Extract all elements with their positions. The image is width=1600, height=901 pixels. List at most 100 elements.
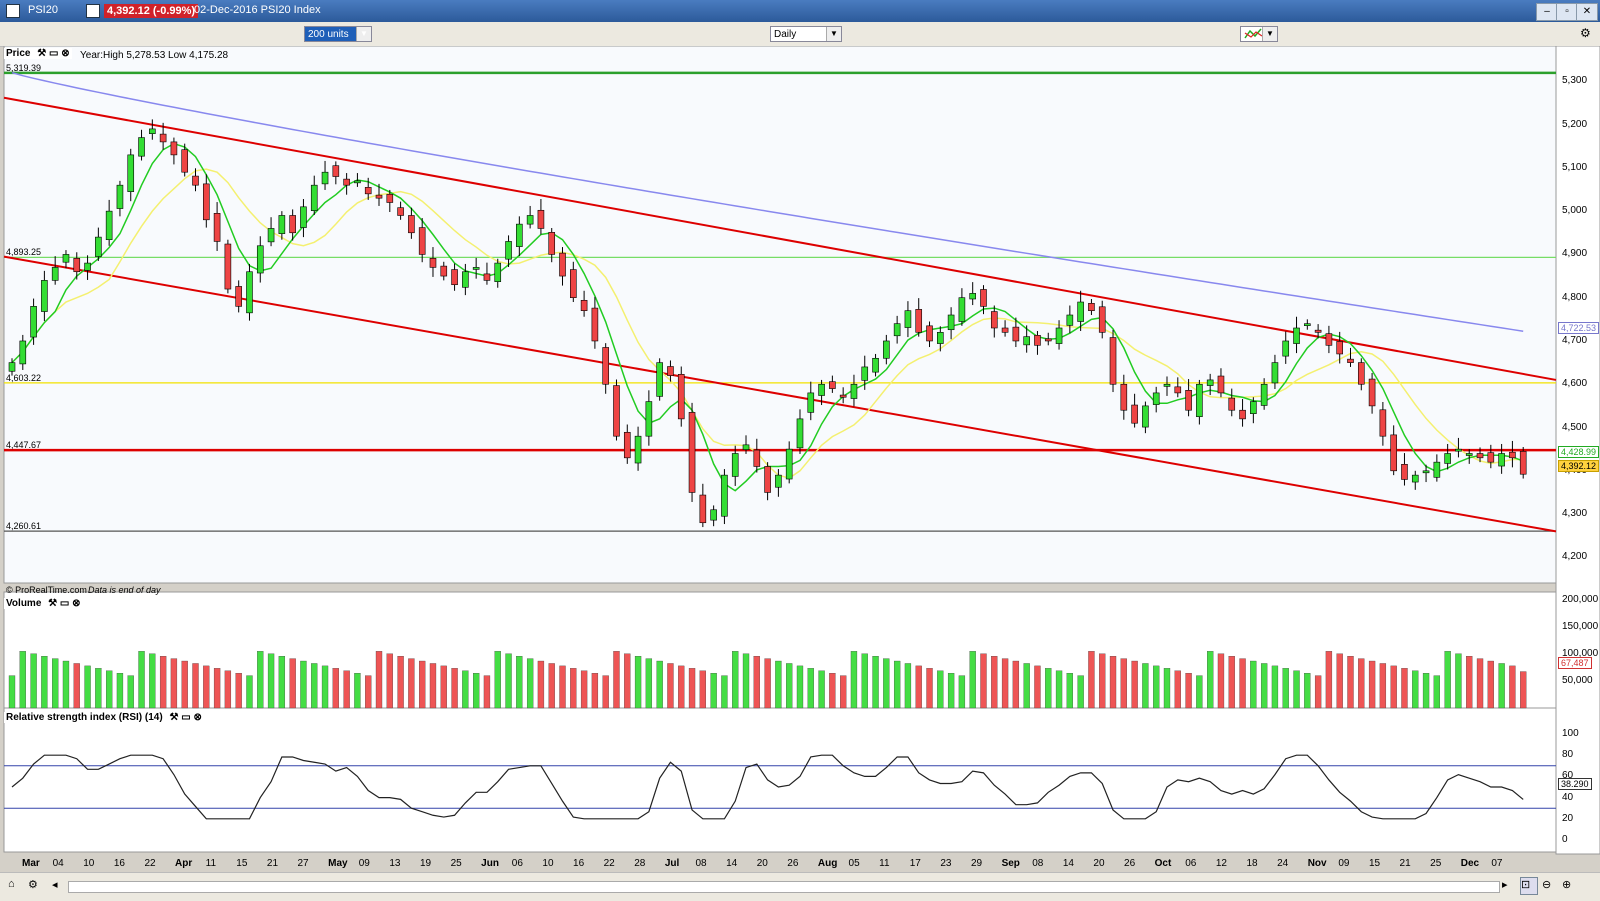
volume-bar — [602, 675, 609, 709]
volume-bar — [1088, 651, 1095, 709]
window-icon[interactable]: ▭ — [59, 598, 70, 609]
candle-body — [764, 466, 771, 493]
volume-bar — [947, 673, 955, 709]
wrench-icon[interactable]: ⚒ — [169, 712, 179, 723]
volume-bar — [915, 665, 922, 709]
chevron-down-icon: ▼ — [826, 27, 841, 41]
wrench-icon[interactable]: ⚒ — [48, 598, 58, 609]
candle-body — [1465, 453, 1473, 456]
volume-bar — [1433, 675, 1441, 709]
volume-bar — [764, 658, 771, 709]
close-icon[interactable]: ⊗ — [72, 598, 81, 609]
trend-line — [3, 255, 1557, 533]
copyright-note: © ProRealTime.com — [6, 585, 87, 595]
candle-body — [41, 280, 48, 312]
volume-bar — [1271, 665, 1279, 709]
candle-body — [537, 209, 545, 229]
candle-body — [267, 228, 275, 243]
x-tick-label: 15 — [236, 858, 248, 869]
y-tick-label: 20 — [1562, 812, 1574, 824]
candle-body — [494, 262, 502, 282]
x-tick-label: 11 — [879, 858, 890, 869]
x-tick-label: 17 — [909, 858, 921, 869]
volume-bar — [796, 665, 804, 709]
volume-bar — [980, 653, 987, 709]
volume-bar — [73, 663, 80, 709]
volume-bar — [397, 656, 404, 709]
candle-body — [105, 210, 113, 241]
candle-body — [1131, 404, 1138, 424]
candle-body — [516, 223, 523, 247]
candle-body — [656, 362, 663, 397]
scroll-left-icon[interactable]: ◂ — [52, 879, 58, 891]
zoom-out-icon[interactable]: ⊖ — [1542, 879, 1552, 891]
close-icon[interactable]: ⊗ — [61, 48, 70, 59]
candle-body — [235, 286, 242, 307]
volume-bar — [343, 670, 350, 709]
volume-bar — [170, 658, 178, 709]
candle-body — [246, 271, 253, 314]
candle-body — [1120, 383, 1128, 411]
candle-body — [1098, 306, 1106, 333]
wrench-icon[interactable]: ⚒ — [37, 48, 47, 59]
volume-bar — [127, 675, 134, 709]
chart-style-button[interactable]: ▼ — [1240, 26, 1278, 42]
zoom-area-icon[interactable]: ⊡ — [1520, 877, 1538, 895]
x-tick-label: 08 — [695, 858, 707, 869]
close-button[interactable]: ✕ — [1576, 3, 1598, 21]
candle-body — [1455, 448, 1462, 452]
x-tick-label: 20 — [1093, 858, 1105, 869]
candle-body — [559, 252, 566, 277]
x-tick-label: Jun — [481, 858, 499, 869]
volume-bar — [937, 670, 944, 709]
candle-body — [73, 258, 81, 273]
panel-options-icon[interactable]: ⚙ — [1580, 26, 1591, 40]
candle-body — [418, 227, 426, 255]
volume-bar — [365, 675, 372, 709]
candle-body — [8, 362, 16, 372]
volume-bar — [1163, 668, 1171, 709]
period-select[interactable]: Daily ▼ — [770, 26, 842, 42]
candle-body — [634, 435, 642, 464]
horizontal-scrollbar[interactable] — [68, 881, 1500, 893]
window-icon[interactable]: ▭ — [181, 712, 191, 723]
chart-toolbar: 200 units ▼ Daily ▼ ▼ ⚙ — [0, 22, 1600, 47]
y-tick-label: 4,700 — [1562, 334, 1588, 346]
y-tick-label: 4,800 — [1562, 291, 1588, 303]
scroll-right-icon[interactable]: ▸ — [1502, 879, 1508, 891]
candle-body — [1260, 383, 1268, 406]
minimize-button[interactable]: – — [1536, 3, 1558, 21]
maximize-button[interactable]: ▫ — [1556, 3, 1578, 21]
candle-body — [915, 309, 923, 333]
candle-body — [1174, 386, 1182, 394]
settings-icon[interactable]: ⚙ — [28, 879, 38, 891]
window-icon[interactable]: ▭ — [49, 48, 59, 59]
chart-canvas[interactable] — [0, 46, 1600, 900]
y-tick-label: 5,300 — [1562, 75, 1588, 87]
units-select[interactable]: 200 units ▼ — [304, 26, 372, 42]
volume-bar — [84, 665, 91, 709]
units-select-value: 200 units — [308, 29, 349, 40]
chart-area[interactable]: Price ⚒ ▭ ⊗ Year:High 5,278.53 Low 4,175… — [0, 46, 1600, 900]
x-tick-label: 16 — [113, 858, 125, 869]
volume-bar — [278, 656, 286, 709]
home-icon[interactable]: ⌂ — [8, 878, 15, 890]
volume-bar — [872, 656, 879, 709]
volume-bar — [257, 651, 264, 709]
close-icon[interactable]: ⊗ — [193, 712, 202, 723]
volume-bar — [537, 660, 545, 709]
candle-body — [149, 128, 156, 134]
info-icon[interactable] — [86, 4, 100, 18]
x-tick-label: 13 — [389, 858, 401, 869]
zoom-in-icon[interactable]: ⊕ — [1562, 879, 1572, 891]
volume-bar — [656, 660, 663, 709]
candle-body — [958, 297, 966, 322]
volume-bar — [1498, 663, 1505, 709]
volume-bar — [580, 670, 588, 709]
candle-body — [1044, 338, 1052, 342]
candle-body — [375, 194, 383, 199]
volume-bar — [742, 653, 750, 709]
candle-body — [1012, 326, 1020, 342]
rsi-last-label: 38.290 — [1558, 778, 1592, 790]
x-tick-label: 11 — [205, 858, 217, 869]
